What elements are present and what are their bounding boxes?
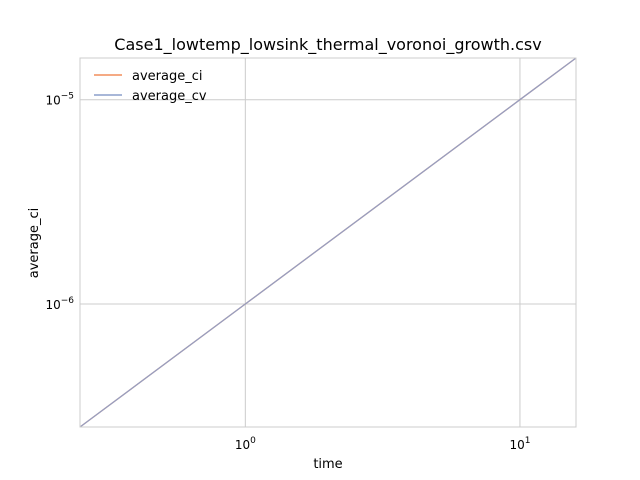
- series-layer: [79, 57, 577, 428]
- x-tick-base: 10: [509, 438, 524, 452]
- legend-label-average_ci: average_ci: [132, 69, 202, 84]
- x-tick-exponent: 0: [250, 436, 256, 446]
- y-tick-base: 10: [45, 298, 60, 312]
- x-tick-base: 10: [235, 438, 250, 452]
- x-tick-label: 101: [509, 436, 530, 452]
- chart-title: Case1_lowtemp_lowsink_thermal_voronoi_gr…: [114, 35, 541, 55]
- x-axis-label: time: [313, 457, 342, 472]
- grid: [80, 58, 576, 427]
- y-tick-exponent: −6: [61, 296, 75, 306]
- series-line-average_cv: [79, 57, 577, 428]
- x-tick-label: 100: [235, 436, 256, 452]
- y-axis-label: average_ci: [27, 208, 42, 278]
- y-tick-base: 10: [45, 94, 60, 108]
- legend-label-average_cv: average_cv: [132, 89, 207, 104]
- plot-frame: [79, 57, 577, 428]
- y-tick-exponent: −5: [61, 92, 74, 102]
- x-tick-labels: 100 101: [235, 436, 531, 452]
- y-tick-labels: 10−610−5: [45, 92, 74, 312]
- y-tick-label: 10−6: [45, 296, 74, 312]
- x-tick-exponent: 1: [525, 436, 531, 446]
- y-tick-label: 10−5: [45, 92, 74, 108]
- legend: average_ci average_cv: [94, 69, 207, 104]
